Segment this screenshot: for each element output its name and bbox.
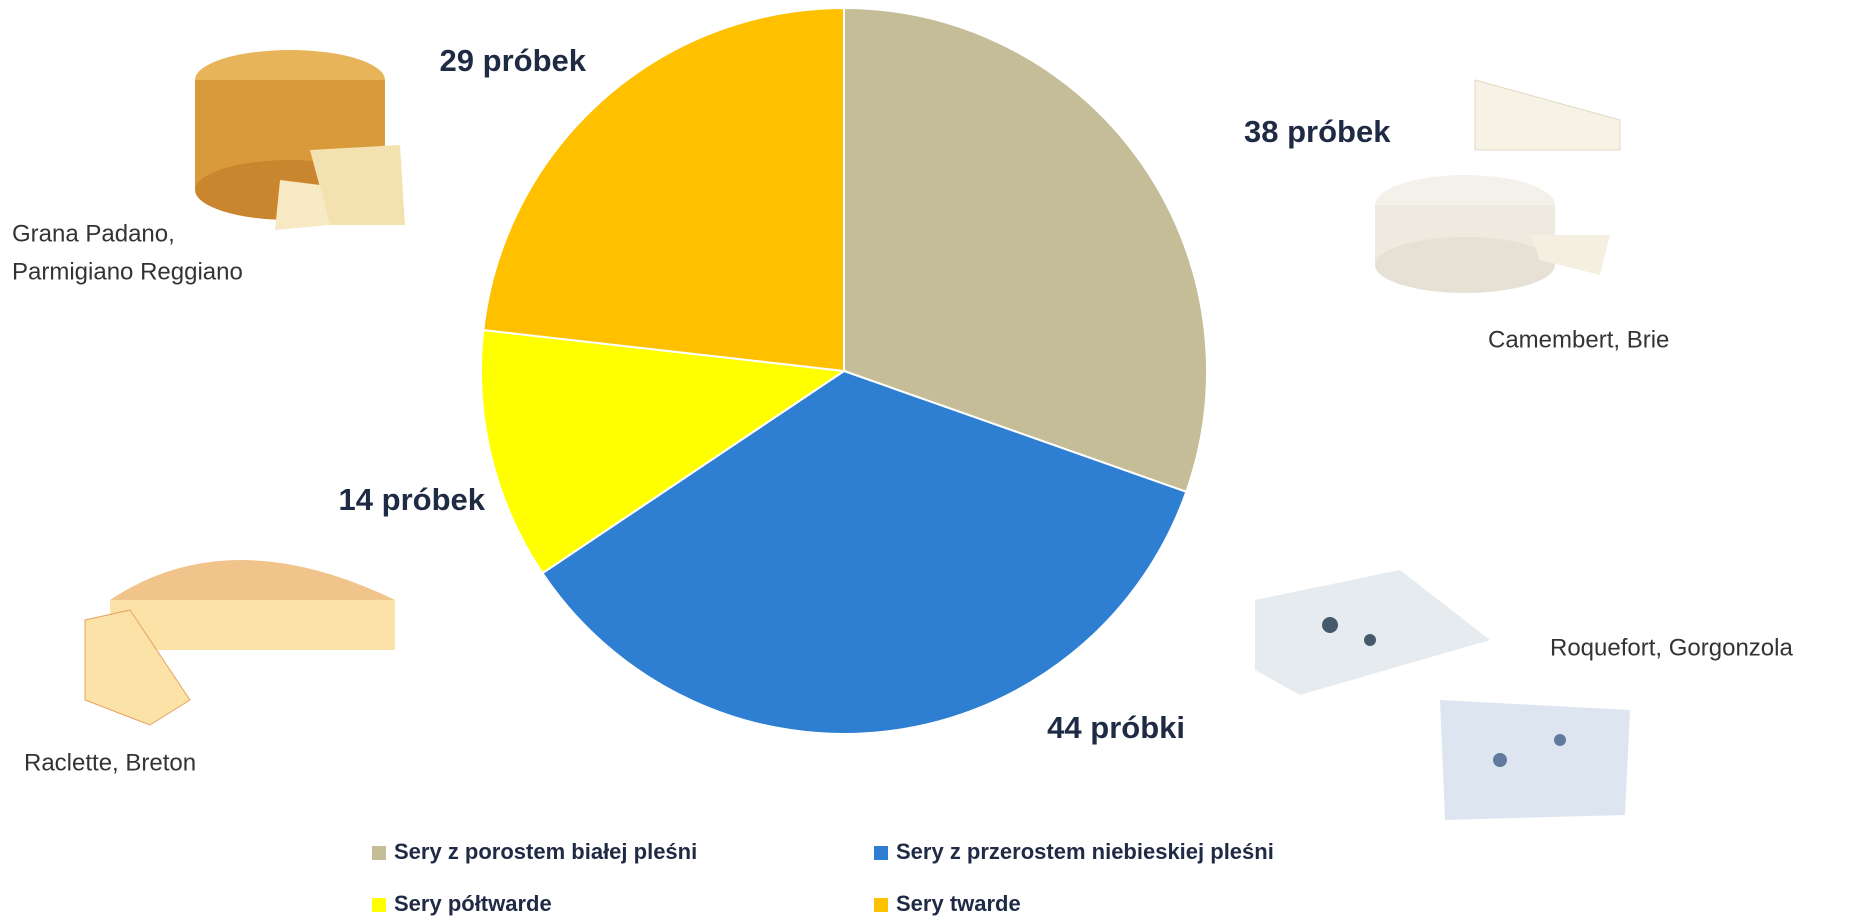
pie-slice	[541, 369, 1188, 735]
value-label: 14 próbek	[339, 482, 486, 517]
cheese-blue-illustration	[1255, 570, 1630, 820]
cheese-white-illustration	[1375, 79, 1621, 293]
legend-label: Sery półtwarde	[394, 891, 552, 916]
annotation: Grana Padano,	[12, 220, 175, 247]
legend-swatch	[372, 898, 386, 912]
value-label: 44 próbki	[1047, 710, 1185, 745]
value-label: 29 próbek	[440, 43, 587, 78]
legend-swatch	[874, 846, 888, 860]
annotation: Roquefort, Gorgonzola	[1550, 634, 1793, 661]
cheese-hard-illustration	[195, 50, 405, 230]
pie-slice	[843, 6, 1208, 494]
value-label: 38 próbek	[1244, 114, 1391, 149]
annotation: Camembert, Brie	[1488, 326, 1669, 353]
legend-swatch	[874, 898, 888, 912]
annotation: Raclette, Breton	[24, 749, 196, 776]
pie-slice	[480, 328, 847, 575]
legend-swatch	[372, 846, 386, 860]
cheese-semi-hard-illustration	[84, 560, 395, 726]
pie-slice	[482, 6, 845, 373]
legend-label: Sery z porostem białej pleśni	[394, 839, 697, 864]
legend-label: Sery z przerostem niebieskiej pleśni	[896, 839, 1274, 864]
annotation: Parmigiano Reggiano	[12, 258, 243, 285]
legend-label: Sery twarde	[896, 891, 1021, 916]
